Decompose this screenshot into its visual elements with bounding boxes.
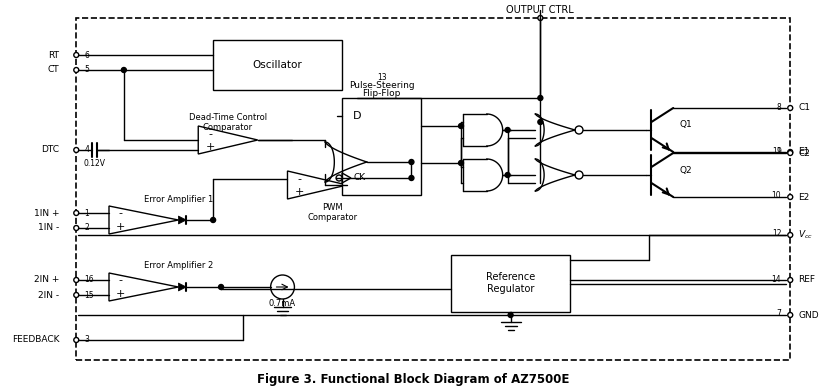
Text: D: D [353,111,361,121]
Polygon shape [179,283,186,291]
Circle shape [270,275,294,299]
Text: 14: 14 [772,275,781,284]
Text: 9: 9 [776,147,781,156]
Circle shape [409,160,414,165]
Text: +: + [116,289,125,299]
Text: DTC: DTC [41,145,59,154]
Circle shape [538,96,543,101]
Text: Q2: Q2 [679,165,692,174]
Text: 2: 2 [84,223,89,232]
Polygon shape [179,216,186,224]
Text: Q1: Q1 [679,121,692,129]
Circle shape [788,106,793,110]
Circle shape [74,147,79,152]
Circle shape [505,172,510,177]
Text: +: + [205,142,215,152]
Text: 16: 16 [84,275,94,284]
Text: 1IN +: 1IN + [34,209,59,218]
Text: -: - [297,174,302,184]
Text: 2IN +: 2IN + [34,275,59,284]
Text: 0.7mA: 0.7mA [269,298,296,307]
Text: 5: 5 [84,66,89,74]
Circle shape [575,126,583,134]
Text: Error Amplifier 1: Error Amplifier 1 [143,195,213,204]
Text: 6: 6 [84,50,89,60]
Text: -: - [119,208,123,218]
Circle shape [74,53,79,57]
Circle shape [409,160,414,165]
Text: RT: RT [49,50,59,60]
Circle shape [788,151,793,156]
Text: +: + [295,187,304,197]
Text: Pulse-Steering: Pulse-Steering [349,80,414,89]
Circle shape [458,161,464,165]
Text: $V_{cc}$: $V_{cc}$ [798,229,813,241]
Circle shape [121,67,126,73]
Circle shape [788,149,793,154]
Circle shape [409,176,414,181]
Text: 2IN -: 2IN - [38,291,59,300]
Bar [77,18,790,360]
Text: 1IN -: 1IN - [38,223,59,232]
Text: +: + [116,222,125,232]
Circle shape [74,225,79,230]
Text: Comparator: Comparator [203,124,253,133]
Text: -: - [208,129,212,139]
Text: 15: 15 [84,291,94,300]
Text: CK: CK [353,172,366,181]
Text: OUTPUT CTRL: OUTPUT CTRL [507,5,574,15]
Circle shape [336,175,342,181]
Text: 4: 4 [84,145,89,154]
Circle shape [74,337,79,342]
Text: 12: 12 [772,229,781,239]
Text: Figure 3. Functional Block Diagram of AZ7500E: Figure 3. Functional Block Diagram of AZ… [257,374,569,386]
Text: 10: 10 [772,191,781,200]
Text: CT: CT [48,66,59,74]
Circle shape [538,16,543,21]
Text: 7: 7 [776,310,781,319]
Text: Reference: Reference [486,273,536,282]
Text: PWM: PWM [322,202,343,211]
Text: Dead-Time Control: Dead-Time Control [189,113,267,122]
Text: 0.12V: 0.12V [83,158,105,167]
Circle shape [458,124,464,128]
Text: -: - [119,275,123,285]
Text: 8: 8 [776,103,781,112]
Circle shape [508,312,513,317]
Text: Comparator: Comparator [307,213,357,222]
Text: 1: 1 [84,209,89,218]
Circle shape [74,278,79,282]
Circle shape [74,211,79,216]
Text: E1: E1 [798,147,809,156]
Circle shape [538,119,543,124]
Text: Oscillator: Oscillator [253,60,302,70]
Circle shape [788,195,793,200]
Text: 13: 13 [377,73,386,83]
Bar [213,40,342,90]
Text: Error Amplifier 2: Error Amplifier 2 [143,261,213,269]
Text: FEEDBACK: FEEDBACK [12,335,59,344]
Bar [451,255,570,312]
Bar [342,98,421,195]
Text: C1: C1 [798,103,810,112]
Circle shape [575,171,583,179]
Circle shape [74,67,79,73]
Circle shape [788,278,793,282]
Text: Flip-Flop: Flip-Flop [363,89,401,98]
Text: C2: C2 [798,149,810,158]
Text: E2: E2 [798,193,809,202]
Text: 3: 3 [84,335,89,344]
Text: Regulator: Regulator [487,284,534,294]
Circle shape [788,312,793,317]
Circle shape [788,232,793,238]
Circle shape [505,128,510,133]
Circle shape [211,218,216,223]
Circle shape [218,284,223,289]
Text: 11: 11 [772,147,781,156]
Text: REF: REF [798,275,815,284]
Text: GND: GND [798,310,819,319]
Circle shape [74,292,79,298]
